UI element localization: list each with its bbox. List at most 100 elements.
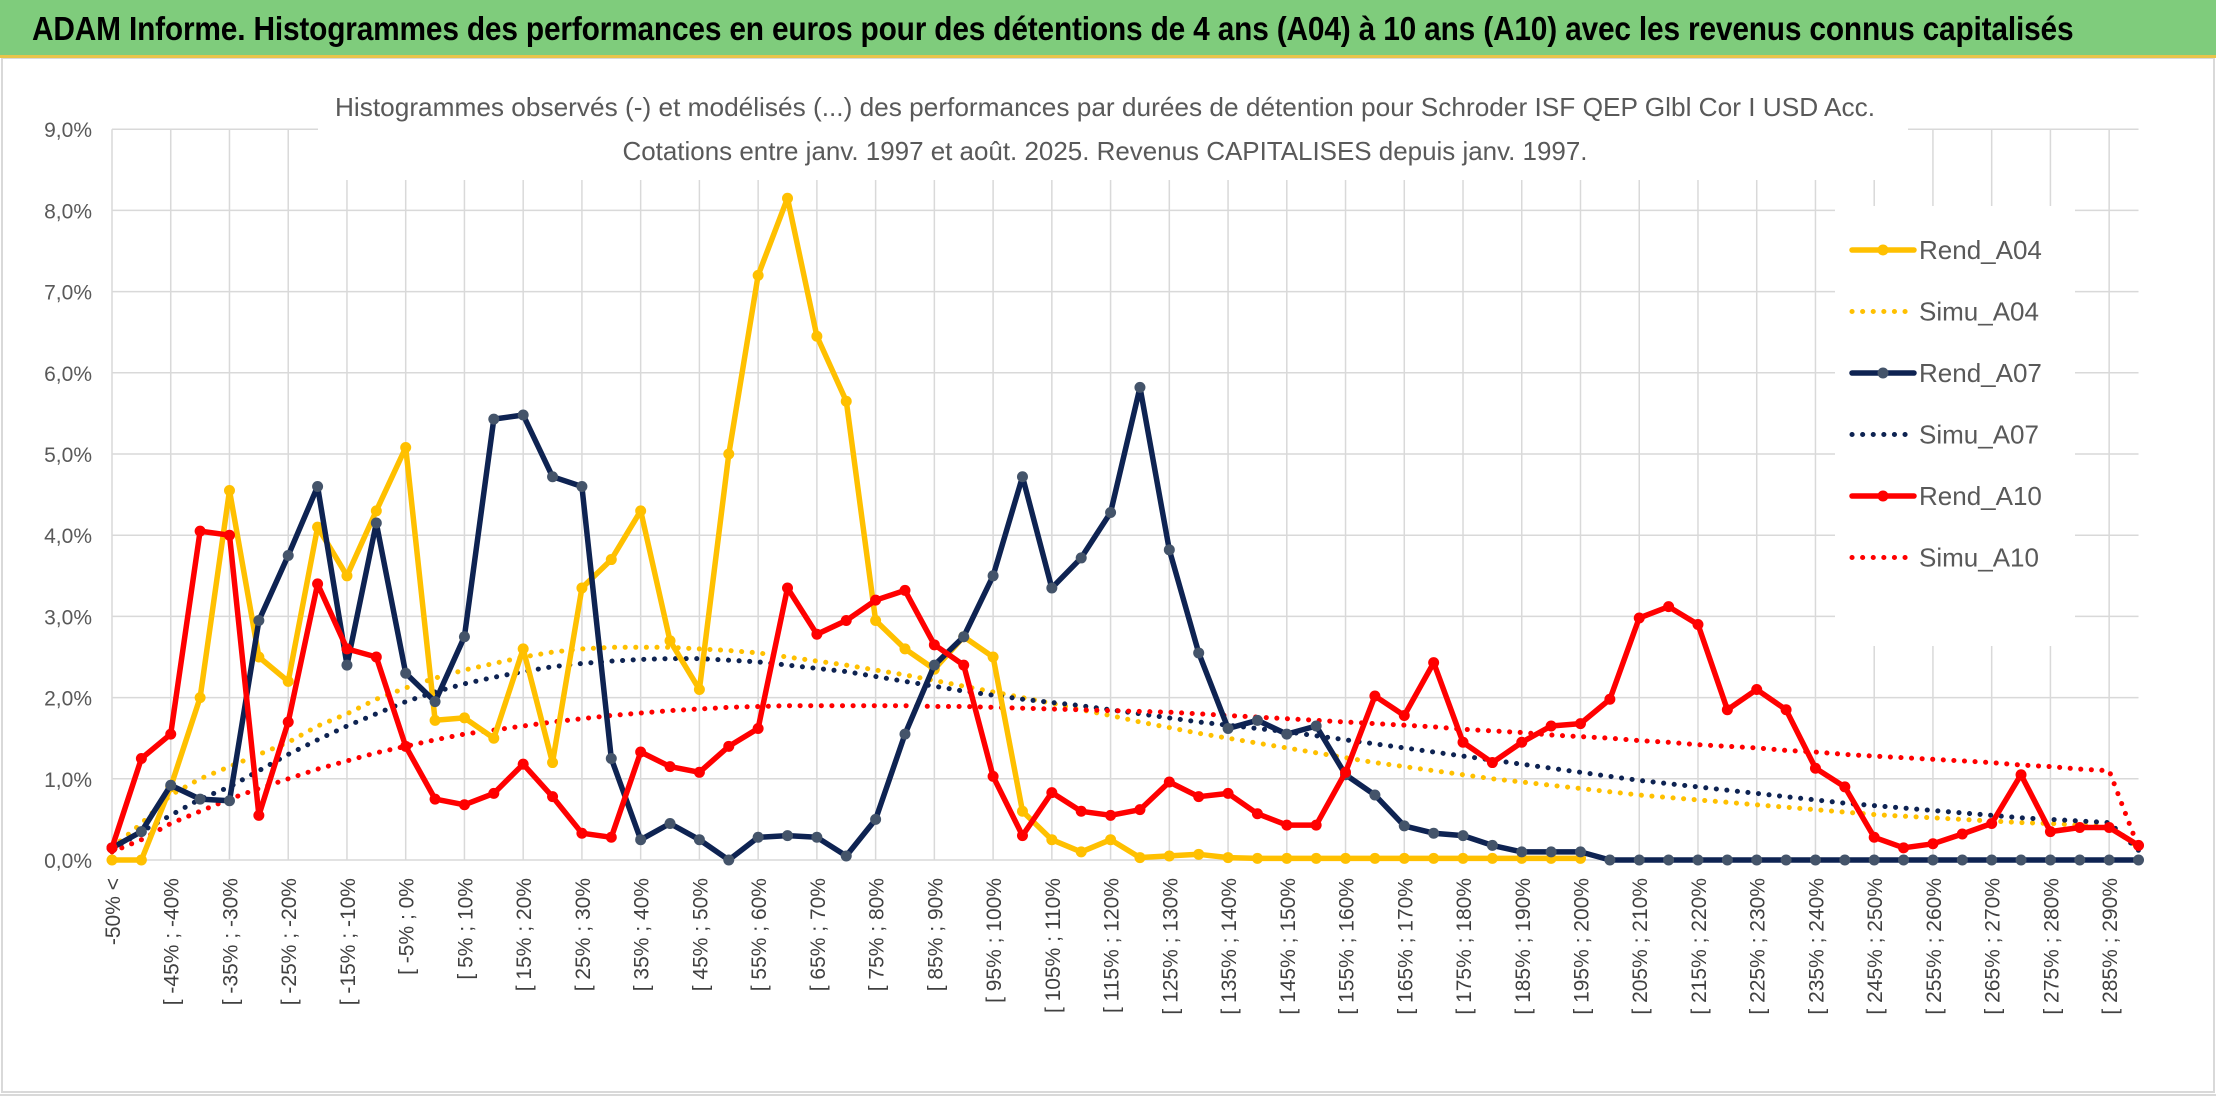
- x-axis: -50% < [ -45% ; -40% [ -35% ; -30% [ -25% ;…: [102, 878, 2122, 1015]
- data-point: [341, 570, 353, 582]
- data-point: [1751, 854, 1763, 866]
- data-point: [870, 614, 882, 626]
- x-tick-label: [ 35% ; 40%: [631, 878, 654, 991]
- data-point: [870, 813, 882, 825]
- data-point: [2015, 854, 2027, 866]
- data-point: [987, 770, 999, 782]
- data-point: [458, 631, 470, 643]
- data-point: [1986, 854, 1998, 866]
- y-tick-label: 1,0%: [44, 769, 92, 792]
- chart-title-line2: Cotations entre janv. 1997 et août. 2025…: [623, 136, 1588, 166]
- y-tick-label: 5,0%: [44, 444, 92, 467]
- data-point: [870, 594, 882, 606]
- data-point: [1340, 852, 1352, 864]
- data-point: [312, 521, 324, 533]
- data-point: [2103, 822, 2115, 834]
- series-layer: [106, 192, 2145, 866]
- data-point: [664, 761, 676, 773]
- y-tick-label: 7,0%: [44, 282, 92, 305]
- data-point: [1134, 381, 1146, 393]
- x-tick-label: [ 65% ; 70%: [807, 878, 830, 991]
- x-tick-label: [ -35% ; -30%: [219, 878, 242, 1005]
- data-point: [1486, 757, 1498, 769]
- data-point: [547, 757, 559, 769]
- data-point: [899, 643, 911, 655]
- data-point: [194, 525, 206, 537]
- x-tick-label: [ 235% ; 240%: [1805, 878, 1828, 1015]
- data-point: [1898, 854, 1910, 866]
- data-point: [1046, 787, 1058, 799]
- data-point: [1134, 804, 1146, 816]
- y-axis: 0,0% 1,0% 2,0% 3,0% 4,0% 5,0% 6,0% 7,0% 8,0% 9,0%: [44, 119, 92, 873]
- x-tick-label: -50% <: [102, 878, 125, 945]
- data-point: [576, 582, 588, 594]
- legend-label: Simu_A10: [1919, 543, 2039, 573]
- data-point: [1986, 817, 1998, 829]
- data-point: [282, 675, 294, 687]
- data-point: [1222, 787, 1234, 799]
- data-point: [811, 628, 823, 640]
- data-point: [1193, 848, 1205, 860]
- data-point: [1222, 722, 1234, 734]
- x-tick-label: [ 125% ; 130%: [1159, 878, 1182, 1015]
- data-point: [1222, 852, 1234, 864]
- histogram-chart: 0,0% 1,0% 2,0% 3,0% 4,0% 5,0% 6,0% 7,0% 8,0% 9,0%…: [1, 58, 2215, 1093]
- data-point: [547, 471, 559, 483]
- data-point: [1692, 854, 1704, 866]
- data-point: [1251, 714, 1263, 726]
- data-point: [1105, 506, 1117, 518]
- data-point: [1398, 709, 1410, 721]
- data-point: [1575, 846, 1586, 858]
- data-point: [1251, 808, 1263, 820]
- data-point: [1310, 819, 1322, 831]
- data-point: [958, 659, 970, 671]
- frame-bottom: [0, 1094, 2216, 1104]
- data-point: [1868, 831, 1880, 843]
- data-point: [2133, 839, 2145, 851]
- data-point: [605, 831, 617, 843]
- series-Rend_A10: [106, 525, 2145, 854]
- data-point: [1663, 601, 1675, 613]
- legend-marker: [1877, 490, 1889, 502]
- series-line: [109, 528, 2142, 851]
- x-tick-label: [ 195% ; 200%: [1571, 878, 1594, 1015]
- legend-marker: [1877, 367, 1889, 379]
- data-point: [723, 854, 735, 866]
- x-tick-label: [ 95% ; 100%: [983, 878, 1006, 1003]
- y-tick-label: 4,0%: [44, 525, 92, 548]
- data-point: [1575, 718, 1586, 730]
- legend-label: Rend_A10: [1919, 481, 2042, 511]
- data-point: [1428, 657, 1440, 669]
- legend-label: Simu_A04: [1919, 297, 2039, 327]
- data-point: [1809, 762, 1821, 774]
- data-point: [1516, 736, 1528, 748]
- data-point: [2133, 854, 2145, 866]
- data-point: [1163, 544, 1175, 556]
- data-point: [782, 582, 794, 594]
- y-tick-label: 8,0%: [44, 200, 92, 223]
- data-point: [1927, 854, 1939, 866]
- data-point: [1956, 854, 1968, 866]
- data-point: [664, 635, 676, 647]
- data-point: [135, 826, 147, 838]
- legend-marker: [1877, 244, 1889, 256]
- x-tick-label: [ 75% ; 80%: [866, 878, 889, 991]
- data-point: [429, 793, 441, 805]
- x-tick-label: [ 215% ; 220%: [1688, 878, 1711, 1015]
- data-point: [223, 795, 235, 807]
- data-point: [840, 850, 852, 862]
- data-point: [312, 480, 324, 492]
- data-point: [1369, 852, 1381, 864]
- series-line: [109, 384, 2142, 863]
- data-point: [1046, 582, 1058, 594]
- data-point: [194, 692, 206, 704]
- data-point: [1281, 852, 1293, 864]
- data-point: [370, 505, 382, 517]
- data-point: [135, 854, 147, 866]
- report-banner: ADAM Informe. Histogrammes des performan…: [0, 0, 2216, 58]
- data-point: [1780, 704, 1792, 716]
- data-point: [488, 732, 500, 744]
- data-point: [782, 192, 794, 204]
- data-point: [1545, 846, 1557, 858]
- data-point: [282, 550, 294, 561]
